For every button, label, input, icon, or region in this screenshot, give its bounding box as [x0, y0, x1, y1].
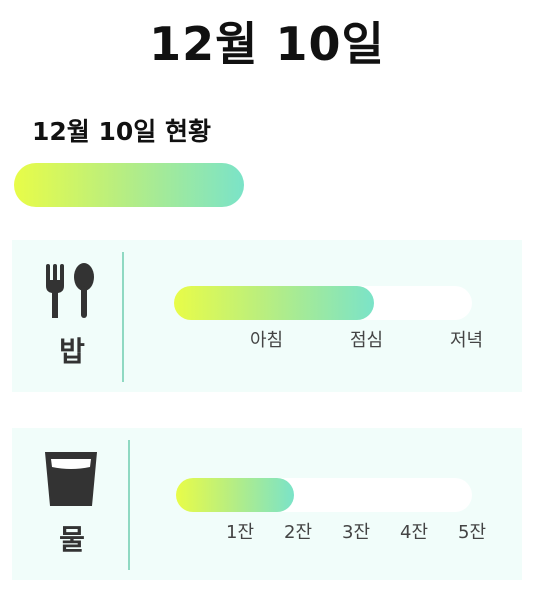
water-progress-track	[176, 478, 472, 512]
meal-tick-breakfast: 아침	[250, 330, 284, 351]
water-card[interactable]: 물 1잔 2잔 3잔 4잔 5잔	[12, 428, 522, 580]
utensils-icon	[42, 262, 100, 320]
water-label: 물	[59, 523, 85, 556]
water-tick-2: 2잔	[284, 522, 313, 543]
meal-card[interactable]: 밥 아침 점심 저녁	[12, 240, 522, 392]
meal-tick-dinner: 저녁	[450, 330, 484, 351]
summary-progress-bar	[14, 163, 244, 207]
meal-progress-fill	[174, 286, 374, 320]
water-tick-5: 5잔	[458, 522, 487, 543]
water-progress-fill	[176, 478, 295, 512]
meal-divider	[122, 252, 124, 382]
water-divider	[128, 440, 130, 570]
water-tick-1: 1잔	[226, 522, 255, 543]
water-tick-3: 3잔	[342, 522, 371, 543]
meal-tick-lunch: 점심	[350, 330, 384, 351]
page-title: 12월 10일	[149, 17, 385, 71]
summary-title: 12월 10일 현황	[32, 117, 211, 146]
water-tick-4: 4잔	[400, 522, 429, 543]
water-glass-icon	[42, 450, 100, 508]
meal-label: 밥	[59, 335, 85, 368]
meal-progress-track	[174, 286, 472, 320]
